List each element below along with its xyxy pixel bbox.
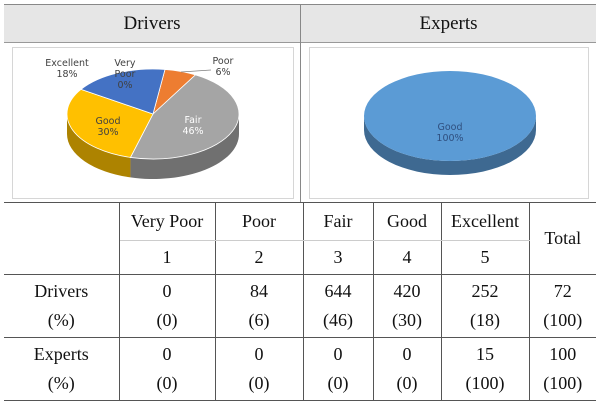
pie-slice-fair [129, 74, 240, 160]
table-cell: 420 (30) [373, 274, 442, 338]
score-5: 5 [441, 240, 530, 275]
score-4: 4 [373, 240, 442, 275]
pie-label-very-poor: Very Poor 0% [114, 58, 136, 91]
experts-pie-chart: Good 100% [364, 71, 536, 175]
table-cell: 0 (0) [215, 337, 304, 401]
pie-slice-excellent [80, 68, 166, 115]
pie-label-excellent: Excellent 18% [45, 58, 89, 80]
drivers-pie-chart: Very Poor 0% Poor 6% Fair 46% Good 30% Excellent 1… [45, 56, 240, 179]
header-fair: Fair [303, 202, 374, 241]
table-cell: 0 (0) [373, 337, 442, 401]
table-cell: 252 (18) [441, 274, 530, 338]
pie-label-good: Good 30% [95, 116, 120, 138]
score-1: 1 [119, 240, 216, 275]
table-cell: 15 (100) [441, 337, 530, 401]
row-label: Drivers (%) [4, 274, 120, 338]
experts-panel-title: Experts [301, 5, 596, 43]
pie-side-good [364, 116, 536, 175]
header-good: Good [373, 202, 442, 241]
ratings-table: Very Poor Poor Fair Good Excellent Total… [4, 202, 596, 401]
charts-row: Drivers Very Poor 0% Poor 6% Fair 46% Good 30% Ex… [4, 4, 596, 203]
header-row-labels: Very Poor Poor Fair Good Excellent Total [4, 202, 596, 275]
pie-label-fair: Fair 46% [182, 115, 203, 137]
score-2: 2 [215, 240, 304, 275]
score-3: 3 [303, 240, 374, 275]
table-cell: 644 (46) [303, 274, 374, 338]
pie-side-good [67, 114, 131, 178]
corner-cell-lower [4, 240, 120, 275]
header-excellent: Excellent [441, 202, 530, 241]
pie-slice-good [364, 71, 536, 161]
pie-label-good: Good 100% [436, 122, 463, 144]
header-poor: Poor [215, 202, 304, 241]
table-cell: 0 (0) [119, 274, 216, 338]
drivers-panel: Drivers Very Poor 0% Poor 6% Fair 46% Good 30% Ex… [4, 5, 301, 203]
corner-cell [4, 202, 120, 241]
pie-slice-good [66, 88, 154, 158]
drivers-chart-frame: Very Poor 0% Poor 6% Fair 46% Good 30% Excellent 1… [12, 47, 294, 199]
table-cell: 0 (0) [119, 337, 216, 401]
header-row-scores: 1 2 3 4 5 [4, 240, 596, 275]
header-total: Total [529, 202, 596, 275]
pie-leader-line-poor [180, 69, 212, 73]
experts-panel: Experts Good 100% [301, 5, 596, 203]
drivers-panel-title: Drivers [4, 5, 300, 43]
header-very-poor: Very Poor [119, 202, 216, 241]
pie-label-poor: Poor 6% [213, 56, 234, 78]
pie-side-fair [130, 114, 239, 179]
total-cell: 72 (100) [529, 274, 596, 338]
table-cell: 0 (0) [303, 337, 374, 401]
total-cell: 100 (100) [529, 337, 596, 401]
table-row-experts: Experts (%) 0 (0) 0 (0) 0 (0) 0 (0) 15 (100) 1… [4, 337, 596, 401]
table-cell: 84 (6) [215, 274, 304, 338]
experts-chart-frame: Good 100% [309, 47, 589, 199]
row-label: Experts (%) [4, 337, 120, 401]
table-row-drivers: Drivers (%) 0 (0) 84 (6) 644 (46) 420 (30) 25… [4, 274, 596, 338]
